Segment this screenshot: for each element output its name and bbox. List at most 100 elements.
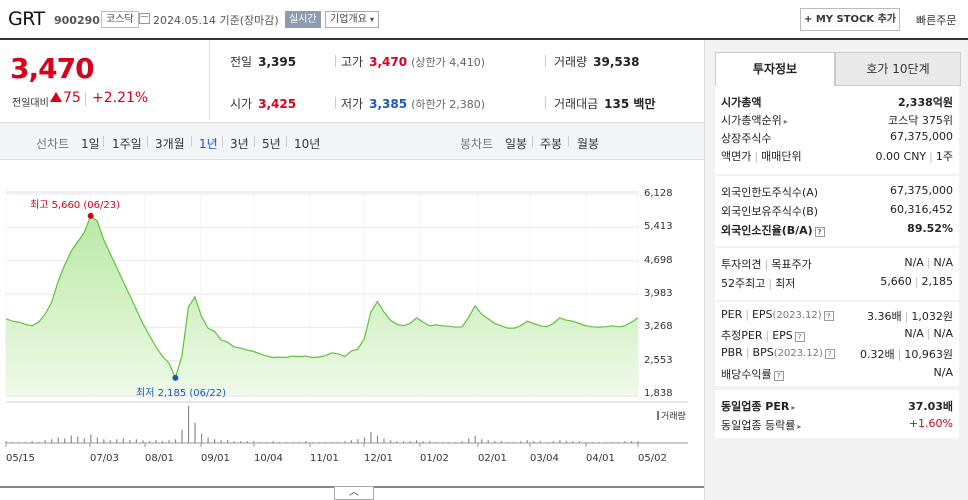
volume-bar bbox=[507, 442, 509, 443]
x-tick-label: 11/01 bbox=[310, 453, 339, 464]
volume-bar bbox=[246, 441, 248, 443]
volume-bar bbox=[227, 440, 229, 443]
stat-amount: 거래대금 135 백만 bbox=[554, 97, 656, 111]
price-chart[interactable]: 6,128 5,413 4,698 3,983 3,268 2,553 1,838 05/1… bbox=[0, 160, 704, 500]
tab-period-1y[interactable]: 1년 bbox=[199, 137, 218, 151]
tab-ask-10[interactable]: 호가 10단계 bbox=[835, 52, 961, 86]
volume-bar bbox=[122, 438, 124, 443]
volume-bar bbox=[168, 440, 170, 443]
row-face-value: 액면가 | 매매단위 0.00 CNY | 1주 bbox=[721, 150, 953, 163]
volume-bar bbox=[435, 442, 437, 443]
volume-bar bbox=[272, 441, 274, 443]
x-tick-label: 09/01 bbox=[201, 453, 230, 464]
volume-bar bbox=[292, 442, 294, 443]
divider bbox=[335, 55, 336, 67]
volume-bar bbox=[129, 440, 131, 443]
volume-bar bbox=[598, 442, 600, 443]
volume-bar bbox=[422, 441, 424, 443]
volume-bar bbox=[12, 442, 14, 443]
volume-bar bbox=[363, 437, 366, 443]
volume-bar bbox=[38, 442, 40, 443]
volume-bar bbox=[500, 441, 502, 443]
volume-bar bbox=[266, 442, 268, 443]
x-tick-label: 07/03 bbox=[90, 453, 119, 464]
volume-bar bbox=[494, 441, 496, 443]
x-tick-label: 04/01 bbox=[586, 453, 615, 464]
volume-bar bbox=[409, 441, 411, 443]
tab-line-chart[interactable]: 선차트 bbox=[36, 137, 70, 151]
stock-code: 900290 bbox=[54, 14, 100, 27]
help-icon[interactable]: ? bbox=[823, 311, 834, 321]
chart-period-tabs: 선차트 1일 1주일 3개월 1년 3년 5년 10년 봉차트 일봉 주봉 월봉 bbox=[0, 122, 704, 160]
volume-bar bbox=[135, 439, 138, 443]
help-icon[interactable]: ? bbox=[824, 349, 835, 359]
corp-summary-dropdown[interactable]: 기업개요 ▾ bbox=[325, 11, 380, 28]
tab-period-1w[interactable]: 1주일 bbox=[112, 137, 142, 151]
tab-candle-day[interactable]: 일봉 bbox=[505, 137, 528, 151]
volume-bar bbox=[487, 440, 489, 443]
volume-bar bbox=[637, 441, 639, 443]
row-52w: 52주최고 | 최저 5,660 | 2,185 bbox=[721, 275, 953, 290]
y-tick-label: 6,128 bbox=[644, 188, 673, 199]
tab-candle-week[interactable]: 주봉 bbox=[540, 137, 563, 151]
volume-bar bbox=[474, 435, 476, 443]
volume-bar bbox=[559, 440, 561, 443]
up-triangle-icon bbox=[50, 92, 62, 102]
tab-period-3y[interactable]: 3년 bbox=[230, 137, 249, 151]
volume-bar bbox=[617, 442, 620, 443]
divider bbox=[103, 136, 104, 147]
volume-bar bbox=[611, 442, 613, 443]
tab-candle-chart[interactable]: 봉차트 bbox=[460, 137, 494, 151]
row-foreign-limit: 외국인한도주식수(A) 67,375,000 bbox=[721, 184, 953, 199]
row-rank[interactable]: 시가총액순위 ▸ 코스닥 375위 bbox=[721, 114, 953, 127]
volume-bar bbox=[259, 442, 261, 443]
help-icon[interactable]: ? bbox=[773, 371, 784, 381]
my-stock-add-button[interactable]: + MY STOCK 추가 bbox=[800, 8, 900, 31]
volume-bar bbox=[70, 435, 72, 443]
y-tick-label: 5,413 bbox=[644, 221, 673, 233]
price-block: 3,470 전일대비 75 +2.21% bbox=[0, 40, 210, 120]
volume-bar bbox=[539, 441, 541, 443]
stat-high: 고가 3,470 (상한가 4,410) bbox=[341, 55, 485, 69]
tab-period-3m[interactable]: 3개월 bbox=[155, 137, 185, 151]
quick-order-link[interactable]: 빠른주문 bbox=[916, 14, 957, 27]
high-annotation: 최고 5,660 (06/23) bbox=[30, 200, 121, 211]
price-change: 75 bbox=[50, 90, 81, 106]
low-annotation: 최저 2,185 (06/22) bbox=[136, 388, 227, 399]
y-tick-label: 3,268 bbox=[644, 321, 673, 333]
y-tick-label: 1,838 bbox=[644, 388, 673, 399]
volume-bar bbox=[318, 442, 320, 443]
info-section-valuation: PER | EPS(2023.12)? 3.36배 | 1,032원 추정PER | EPS?… bbox=[715, 302, 959, 386]
collapse-chart-button[interactable]: ︿ bbox=[334, 486, 374, 500]
market-badge: 코스닥 bbox=[101, 11, 139, 28]
divider bbox=[286, 136, 287, 147]
help-icon[interactable]: ? bbox=[814, 227, 825, 237]
volume-bar bbox=[533, 441, 535, 443]
tab-period-1d[interactable]: 1일 bbox=[81, 137, 100, 151]
help-icon[interactable]: ? bbox=[794, 332, 805, 342]
volume-bar bbox=[285, 442, 287, 443]
volume-bar bbox=[591, 442, 594, 443]
tab-period-10y[interactable]: 10년 bbox=[294, 137, 321, 151]
plus-icon: + bbox=[803, 14, 813, 25]
row-industry-rate[interactable]: 동일업종 등락률 ▸ +1.60% bbox=[721, 417, 953, 432]
volume-bar bbox=[344, 441, 346, 443]
price-chart-svg bbox=[0, 191, 704, 488]
divider bbox=[191, 136, 192, 147]
volume-bar bbox=[233, 441, 235, 443]
volume-bar bbox=[481, 439, 483, 443]
divider bbox=[222, 136, 223, 147]
row-foreign-ratio: 외국인소진율(B/A)? 89.52% bbox=[721, 222, 953, 237]
price-area bbox=[6, 215, 638, 394]
tab-period-5y[interactable]: 5년 bbox=[262, 137, 281, 151]
tab-candle-month[interactable]: 월봉 bbox=[577, 137, 600, 151]
volume-bar bbox=[350, 440, 353, 443]
trade-date: 2024.05.14 기준(장마감) bbox=[153, 14, 279, 27]
tab-invest-info[interactable]: 투자정보 bbox=[715, 52, 835, 86]
row-industry-per[interactable]: 동일업종 PER ▸ 37.03배 bbox=[721, 400, 953, 413]
volume-bar bbox=[305, 441, 307, 443]
row-pbr-bps: PBR | BPS(2023.12)? 0.32배 | 10,963원 bbox=[721, 346, 953, 361]
info-section-market: 시가총액 2,338억원 시가총액순위 ▸ 코스닥 375위 상장주식수 67,375,… bbox=[715, 86, 959, 174]
volume-bar bbox=[103, 439, 105, 443]
realtime-button[interactable]: 실시간 bbox=[285, 11, 321, 28]
